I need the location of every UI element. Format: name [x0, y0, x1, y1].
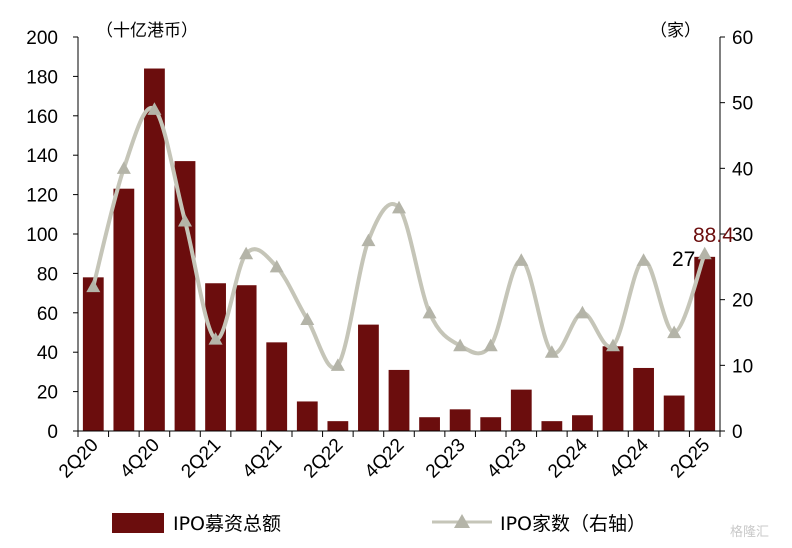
line-point	[86, 279, 101, 293]
left-tick-label: 100	[26, 225, 58, 246]
line-point	[239, 246, 254, 260]
line-point	[269, 259, 284, 273]
right-tick-label: 50	[732, 94, 753, 115]
bar-series	[82, 68, 716, 432]
bar	[419, 417, 440, 431]
line-point	[300, 312, 315, 325]
line-point	[575, 305, 590, 319]
x-tick-label: 4Q24	[605, 434, 653, 482]
bar	[235, 285, 257, 431]
x-tick-label: 4Q20	[116, 435, 164, 483]
bar	[358, 324, 379, 431]
watermark: 格隆汇	[730, 524, 769, 540]
bar	[113, 188, 135, 431]
axes-lines	[77, 37, 721, 432]
left-axis: 0 20 40 60 80 100 120 140 160 180 200	[26, 28, 78, 443]
line-point	[361, 233, 376, 247]
x-tick-label: 2Q23	[422, 435, 470, 483]
left-tick-label: 120	[26, 186, 58, 207]
line-point	[116, 161, 131, 174]
bar	[480, 417, 502, 431]
left-tick-label: 140	[26, 146, 58, 167]
x-tick-label: 4Q23	[483, 435, 531, 483]
right-tick-label: 20	[732, 291, 753, 312]
bar	[388, 369, 410, 431]
line-point	[422, 305, 437, 319]
line-point	[483, 338, 498, 352]
line-point	[392, 200, 406, 214]
line-point	[697, 246, 712, 260]
left-tick-label: 60	[37, 304, 58, 325]
bar	[541, 421, 563, 431]
bar	[82, 277, 104, 431]
bar	[174, 161, 196, 432]
right-axis: 0 10 20 30 40 50 60	[720, 28, 753, 443]
bar	[144, 68, 165, 432]
line-point	[606, 338, 620, 352]
right-tick-label: 10	[732, 356, 753, 377]
right-tick-label: 30	[732, 225, 753, 246]
left-tick-label: 200	[26, 28, 58, 49]
x-tick-label: 2Q20	[55, 435, 103, 483]
legend-bar-swatch	[112, 513, 164, 533]
left-tick-label: 40	[37, 343, 58, 364]
line-point	[208, 332, 223, 345]
bar	[296, 401, 318, 431]
bar	[449, 409, 471, 431]
bar	[602, 346, 624, 431]
line-point	[147, 102, 162, 115]
legend: IPO募资总额 IPO家数（右轴）	[112, 513, 646, 535]
line-point	[636, 253, 651, 266]
left-tick-label: 80	[37, 264, 58, 285]
line-series	[86, 102, 712, 371]
legend-bar-label: IPO募资总额	[173, 513, 281, 535]
line-point	[453, 338, 468, 352]
bar	[694, 256, 716, 431]
legend-line-marker	[454, 514, 470, 528]
legend-line-label: IPO家数（右轴）	[500, 513, 646, 535]
x-tick-label: 4Q22	[361, 435, 409, 483]
right-tick-label: 40	[732, 159, 753, 180]
bar	[327, 421, 349, 431]
line-point	[514, 253, 529, 266]
x-axis: 2Q20 4Q20 2Q21 4Q21 2Q22 4Q22 2Q23 4Q23 2Q24 4Q24…	[55, 431, 721, 483]
x-tick-label: 2Q21	[177, 435, 225, 483]
left-tick-label: 180	[26, 67, 58, 88]
x-tick-label: 4Q21	[239, 435, 287, 483]
x-tick-label: 2Q25	[667, 435, 715, 483]
bar	[633, 367, 654, 431]
bar	[663, 395, 685, 431]
bar	[510, 389, 532, 431]
bar	[205, 283, 226, 431]
right-tick-label: 0	[732, 422, 743, 443]
left-tick-label: 20	[37, 383, 58, 404]
right-tick-label: 60	[732, 28, 753, 49]
line-point	[667, 325, 682, 339]
x-tick-label: 2Q24	[544, 434, 592, 482]
line-point	[178, 213, 192, 227]
bar	[572, 415, 593, 431]
last-bar-value-label: 88.4	[693, 224, 734, 247]
left-tick-label: 160	[26, 107, 58, 128]
left-axis-unit: （十亿港币）	[96, 21, 198, 41]
line-point	[330, 358, 345, 371]
line-point	[544, 345, 559, 358]
bar	[266, 342, 288, 431]
right-axis-unit: （家）	[650, 21, 701, 41]
left-tick-label: 0	[47, 422, 58, 443]
last-line-value-label: 27	[672, 248, 695, 271]
x-tick-label: 2Q22	[300, 435, 348, 483]
